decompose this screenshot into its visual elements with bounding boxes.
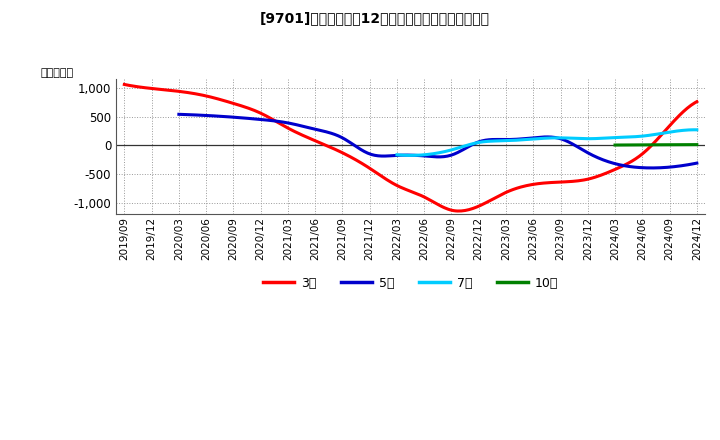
7年 [394, 152, 402, 158]
3年 [693, 99, 701, 104]
7年 [647, 132, 655, 138]
Line: 5年: 5年 [179, 114, 697, 168]
5年 [647, 165, 656, 171]
3年 [120, 82, 129, 87]
Line: 3年: 3年 [125, 84, 697, 211]
5年 [174, 112, 183, 117]
5年 [644, 165, 652, 171]
5年 [483, 137, 492, 143]
10年 [611, 143, 619, 148]
Text: [9701]　当期純利益12か月移動合計の平均値の推移: [9701] 当期純利益12か月移動合計の平均値の推移 [259, 11, 490, 25]
10年 [659, 142, 667, 147]
5年 [611, 161, 620, 166]
7年 [690, 127, 698, 132]
3年 [455, 209, 464, 214]
5年 [693, 161, 701, 166]
Line: 7年: 7年 [397, 130, 697, 155]
7年 [693, 127, 701, 132]
7年 [577, 136, 586, 141]
10年 [680, 142, 688, 147]
Legend: 3年, 5年, 7年, 10年: 3年, 5年, 7年, 10年 [258, 272, 563, 295]
10年 [661, 142, 670, 147]
7年 [665, 129, 674, 135]
Y-axis label: （百万円）: （百万円） [41, 68, 74, 78]
5年 [176, 112, 185, 117]
10年 [685, 142, 693, 147]
10年 [611, 143, 620, 148]
3年 [461, 208, 469, 213]
7年 [392, 152, 401, 158]
3年 [463, 207, 472, 213]
5年 [481, 138, 490, 143]
10年 [660, 142, 668, 147]
3年 [641, 149, 649, 154]
7年 [572, 136, 581, 141]
3年 [122, 82, 130, 88]
3年 [604, 169, 613, 175]
7年 [407, 153, 415, 158]
5年 [492, 137, 500, 142]
10年 [693, 142, 701, 147]
7年 [571, 136, 580, 141]
3年 [472, 205, 481, 210]
